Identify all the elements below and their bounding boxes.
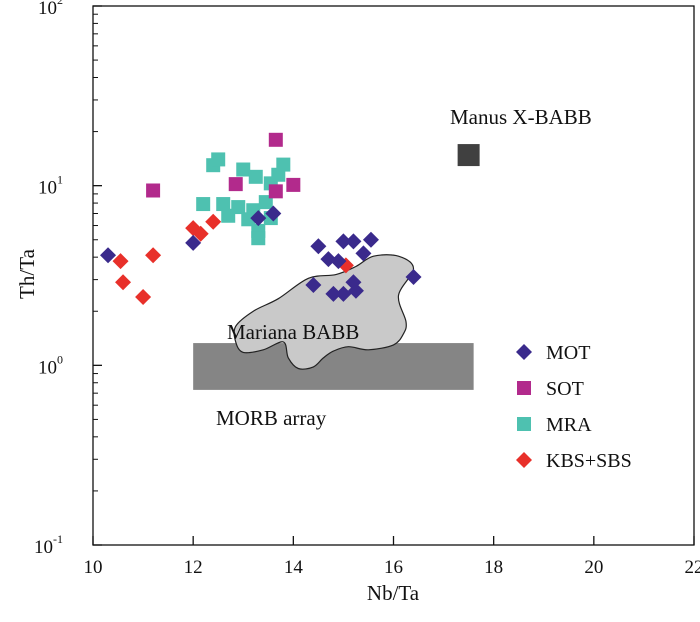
legend-marker (517, 417, 531, 431)
legend-marker (516, 452, 532, 468)
legend-label: SOT (546, 378, 584, 400)
x-tick-label: 18 (484, 557, 503, 578)
labels-layer: Manus X-BABB Mariana BABB MORB array (216, 105, 592, 430)
mra-point (196, 197, 211, 212)
x-tick-label: 22 (685, 557, 700, 578)
ticks-layer: 10 12 14 16 18 20 22 10-1 100 101 102 (34, 0, 700, 578)
y-axis-title: Th/Ta (15, 248, 39, 299)
x-tick-label: 16 (384, 557, 403, 578)
kbs-sbs-point (115, 274, 132, 291)
mra-point (216, 197, 231, 212)
kbs-sbs-point (205, 213, 222, 230)
legend-label: KBS+SBS (546, 450, 632, 472)
mot-point (345, 233, 362, 250)
sot-point (286, 177, 301, 192)
legend-label: MRA (546, 414, 592, 436)
mariana-babb-field (233, 254, 415, 370)
x-tick-label: 14 (284, 557, 304, 578)
legend-marker (516, 344, 532, 360)
y-tick-label: 100 (38, 352, 63, 378)
x-tick-label: 12 (184, 557, 203, 578)
x-tick-label: 20 (584, 557, 603, 578)
sot-point (268, 132, 283, 147)
mot-point (265, 205, 282, 222)
mot-point (362, 231, 379, 248)
morb-array-label: MORB array (216, 406, 327, 430)
points-layer (100, 132, 422, 306)
mot-point (100, 247, 117, 264)
mot-point (250, 210, 267, 227)
mot-point (347, 282, 364, 299)
mra-point (248, 169, 263, 184)
mot-point (325, 285, 342, 302)
legend-label: MOT (546, 342, 590, 364)
mot-point (330, 253, 347, 270)
mariana-babb-label: Mariana BABB (227, 320, 359, 344)
sot-point (146, 183, 161, 198)
mra-point (258, 195, 273, 210)
kbs-sbs-point (112, 253, 129, 270)
mra-point (236, 162, 251, 177)
mot-point (305, 276, 322, 293)
mot-point (355, 245, 372, 262)
manus-x-babb-label: Manus X-BABB (450, 105, 592, 129)
sot-point (268, 184, 283, 199)
regions-layer (193, 254, 474, 390)
kbs-sbs-point (192, 225, 209, 242)
manus-x-babb-marker (457, 144, 480, 167)
mra-point (211, 152, 226, 167)
sot-point (228, 177, 243, 192)
kbs-sbs-point (145, 247, 162, 264)
mra-point (251, 231, 266, 246)
mot-point (335, 233, 352, 250)
x-axis-title: Nb/Ta (367, 581, 420, 605)
legend-marker (517, 381, 531, 395)
mot-point (310, 238, 327, 255)
mra-point (231, 200, 246, 215)
y-tick-label: 101 (38, 173, 63, 199)
mot-point (335, 285, 352, 302)
legend: MOT SOT MRA KBS+SBS (516, 342, 632, 472)
y-tick-label: 10-1 (34, 532, 63, 558)
kbs-sbs-point (135, 289, 152, 306)
x-tick-label: 10 (84, 557, 103, 578)
mot-point (185, 234, 202, 251)
mra-point (276, 157, 291, 172)
mot-point (405, 269, 422, 286)
y-tick-label: 102 (38, 0, 63, 19)
